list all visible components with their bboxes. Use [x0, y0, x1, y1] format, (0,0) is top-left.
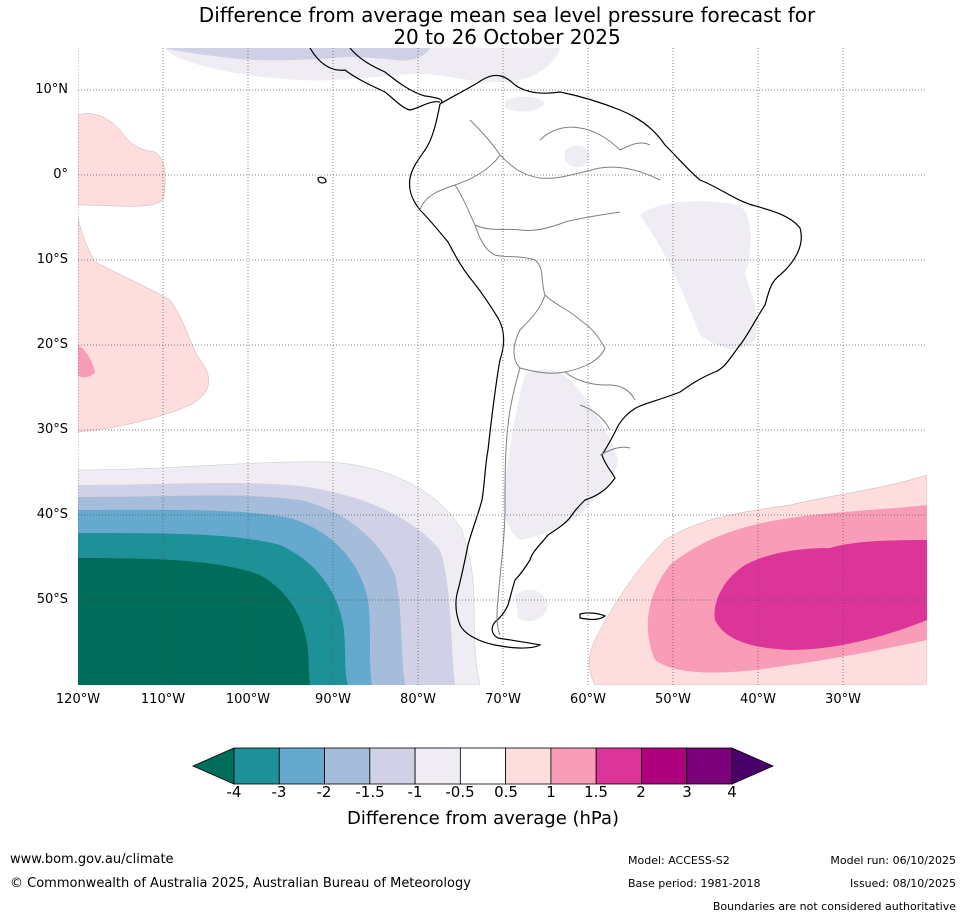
colorbar-segment — [505, 747, 552, 785]
title-line-2: 20 to 26 October 2025 — [393, 25, 621, 49]
lon-label-30w: 30°W — [825, 692, 861, 707]
lat-label-0: 0° — [53, 167, 68, 182]
lat-label-40s: 40°S — [36, 507, 68, 522]
colorbar-segment — [233, 747, 280, 785]
colorbar-segment — [459, 747, 507, 785]
colorbar-segment — [641, 747, 688, 785]
colorbar-segment — [686, 747, 733, 785]
footer-issued: Issued: 08/10/2025 — [849, 877, 956, 890]
colorbar-tick: 4 — [727, 783, 737, 801]
lat-label-10s: 10°S — [36, 252, 68, 267]
falklands — [579, 612, 607, 620]
colorbar-tick: -0.5 — [445, 783, 475, 801]
negative-anomaly-land — [503, 201, 757, 622]
footer-model: Model: ACCESS-S2 — [628, 854, 730, 867]
colorbar-segment — [369, 747, 416, 785]
positive-anomaly-south-atlantic — [589, 474, 927, 685]
central-america-coast — [309, 48, 441, 111]
colorbar-tick: -4 — [226, 783, 242, 801]
lon-label-50w: 50°W — [655, 692, 691, 707]
colorbar-tick: -2 — [316, 783, 332, 801]
lat-label-30s: 30°S — [36, 422, 68, 437]
map-title: Difference from average mean sea level p… — [0, 4, 965, 48]
colorbar-tick: 3 — [682, 783, 692, 801]
country-borders — [419, 119, 661, 636]
negative-anomaly-southwest-pacific — [78, 461, 481, 685]
lon-label-40w: 40°W — [740, 692, 776, 707]
lon-label-70w: 70°W — [485, 692, 521, 707]
lon-label-90w: 90°W — [315, 692, 351, 707]
central-america-coast-north — [349, 48, 443, 105]
negative-anomaly-caribbean — [165, 48, 590, 168]
lat-label-50s: 50°S — [36, 592, 68, 607]
positive-anomaly-west-pacific — [78, 113, 209, 433]
land-outlines — [309, 48, 802, 649]
colorbar-extend-high — [731, 747, 774, 785]
colorbar-tick: 1 — [546, 783, 556, 801]
colorbar-segment — [414, 747, 461, 785]
colorbar-tick: 1.5 — [584, 783, 608, 801]
galapagos — [317, 176, 327, 184]
lat-label-10n: 10°N — [35, 82, 68, 97]
title-line-1: Difference from average mean sea level p… — [198, 3, 816, 27]
footer-base-period: Base period: 1981-2018 — [628, 877, 761, 890]
map-area — [78, 48, 927, 685]
colorbar-tick: -3 — [271, 783, 287, 801]
lat-label-20s: 20°S — [36, 337, 68, 352]
colorbar-segment — [595, 747, 642, 785]
colorbar-extend-low — [192, 747, 235, 785]
colorbar-segments — [233, 747, 733, 785]
lon-label-80w: 80°W — [400, 692, 436, 707]
footer-copyright: © Commonwealth of Australia 2025, Austra… — [10, 876, 471, 891]
colorbar-segment — [550, 747, 597, 785]
colorbar-tick: 0.5 — [494, 783, 518, 801]
colorbar-segment — [278, 747, 325, 785]
lon-label-60w: 60°W — [570, 692, 606, 707]
colorbar-tick: -1.5 — [355, 783, 385, 801]
colorbar-title: Difference from average (hPa) — [346, 808, 620, 829]
lon-label-120w: 120°W — [55, 692, 101, 707]
footer-disclaimer: Boundaries are not considered authoritat… — [712, 900, 956, 913]
lon-label-110w: 110°W — [140, 692, 186, 707]
colorbar-segment — [324, 747, 371, 785]
lon-label-100w: 100°W — [225, 692, 271, 707]
south-america-coast — [408, 74, 802, 649]
colorbar-tick: 2 — [636, 783, 646, 801]
colorbar-tick: -1 — [407, 783, 423, 801]
footer-model-run: Model run: 06/10/2025 — [830, 854, 956, 867]
colorbar — [192, 747, 774, 785]
graticule — [78, 48, 927, 685]
footer-url[interactable]: www.bom.gov.au/climate — [10, 852, 174, 867]
